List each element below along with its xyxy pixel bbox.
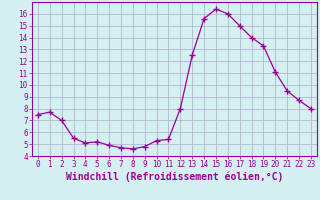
X-axis label: Windchill (Refroidissement éolien,°C): Windchill (Refroidissement éolien,°C)	[66, 172, 283, 182]
